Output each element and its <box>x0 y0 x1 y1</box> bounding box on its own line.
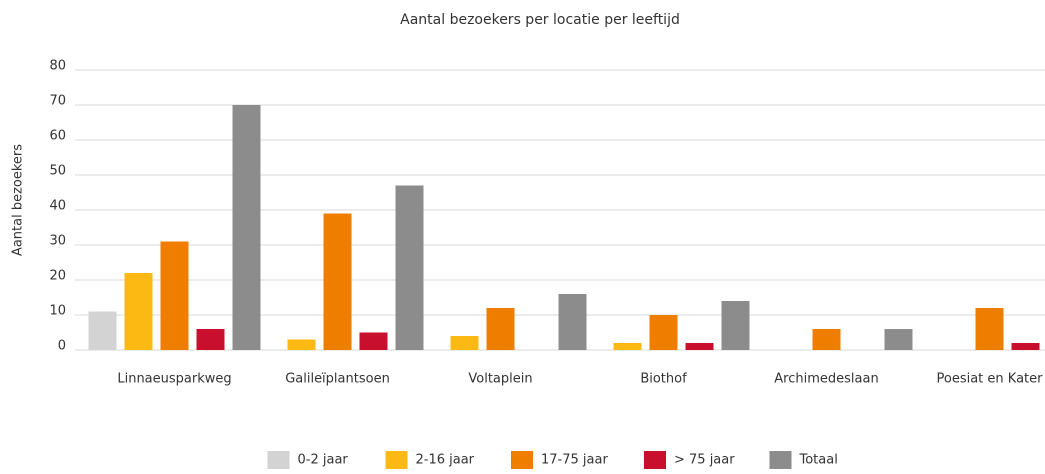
x-tick-label: Galileïplantsoen <box>285 372 390 387</box>
y-axis-label: Aantal bezoekers <box>11 144 26 256</box>
legend-label: Totaal <box>799 453 838 468</box>
bar <box>196 329 225 350</box>
legend-swatch <box>511 451 533 469</box>
x-tick-label: Biothof <box>640 372 687 387</box>
bar <box>613 343 642 350</box>
legend-swatch <box>644 451 666 469</box>
bar <box>721 301 750 350</box>
bar <box>232 105 261 350</box>
bar <box>287 339 316 350</box>
y-tick-label: 20 <box>49 269 66 284</box>
bar <box>359 332 388 350</box>
legend-label: > 75 jaar <box>674 453 735 468</box>
legend-label: 0-2 jaar <box>298 453 349 468</box>
bar <box>124 273 153 350</box>
x-tick-label: Poesiat en Kater <box>937 372 1044 387</box>
x-tick-label: Archimedeslaan <box>774 372 878 387</box>
y-tick-label: 50 <box>49 164 66 179</box>
y-tick-label: 80 <box>49 59 66 74</box>
bar <box>323 213 352 350</box>
legend-label: 17-75 jaar <box>541 453 608 468</box>
bar <box>558 294 587 350</box>
bar <box>649 315 678 350</box>
y-tick-label: 10 <box>49 304 66 319</box>
bar <box>884 329 913 350</box>
bar <box>450 336 479 350</box>
legend-label: 2-16 jaar <box>416 453 475 468</box>
bar <box>395 185 424 350</box>
y-tick-label: 30 <box>49 234 66 249</box>
chart-title: Aantal bezoekers per locatie per leeftij… <box>400 12 680 28</box>
legend-swatch <box>267 451 290 469</box>
bar <box>975 308 1004 350</box>
y-tick-label: 70 <box>49 94 66 109</box>
legend-swatch <box>769 451 792 469</box>
bar <box>1011 343 1040 350</box>
bar <box>88 311 117 350</box>
x-tick-label: Voltaplein <box>468 372 532 387</box>
y-tick-label: 60 <box>49 129 66 144</box>
bar <box>685 343 714 350</box>
bar <box>812 329 841 350</box>
bar <box>160 241 189 350</box>
legend-swatch <box>385 451 408 469</box>
y-tick-label: 40 <box>49 199 66 214</box>
bar <box>486 308 515 350</box>
x-tick-label: Linnaeusparkweg <box>117 372 231 387</box>
y-tick-label: 0 <box>58 339 66 354</box>
